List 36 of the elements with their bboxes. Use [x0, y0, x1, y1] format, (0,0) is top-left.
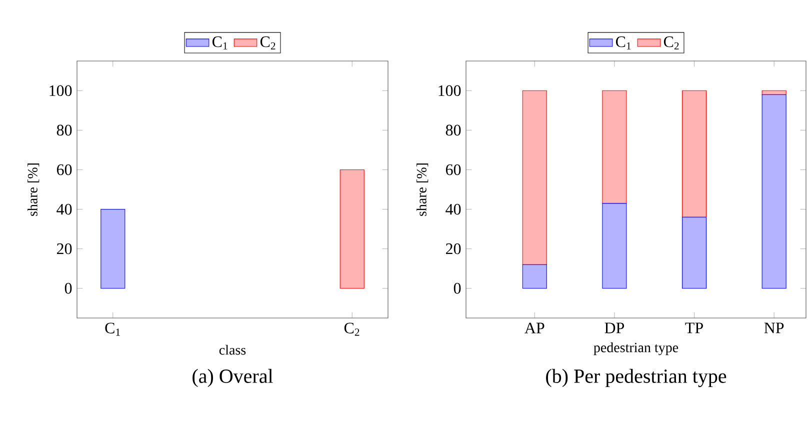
y-tick-label: 20: [446, 243, 461, 254]
bar: [522, 90, 547, 265]
bar: [762, 94, 786, 289]
text: (a) Overal: [192, 368, 273, 388]
x-axis-title: class: [219, 344, 246, 355]
y-tick-label: 40: [56, 204, 72, 215]
bar: [682, 216, 707, 289]
x-tick-label: TP: [685, 322, 703, 334]
y-tick-label: 20: [57, 243, 72, 254]
y-axis-title: share [%]: [416, 164, 428, 216]
bar: [682, 90, 707, 218]
x-tick-label: C$_{2}$: [344, 322, 360, 336]
legend-label: C$_{1}$: [212, 36, 228, 50]
y-tick-label: 100: [50, 85, 72, 96]
y-tick-label: 60: [446, 164, 461, 176]
bar: [602, 90, 627, 204]
x-tick-label: NP: [764, 322, 784, 334]
bar: [762, 90, 786, 95]
y-axis-title: share [%]: [28, 164, 40, 216]
y-tick-label: 0: [64, 282, 72, 294]
x-tick-label: AP: [524, 322, 544, 334]
legend-label: C$_{2}$: [664, 36, 679, 50]
y-tick-label: 80: [446, 124, 461, 136]
legend-label: C$_{2}$: [260, 36, 276, 50]
x-axis-title: pedestrian type: [594, 342, 678, 356]
y-tick-label: 60: [56, 164, 72, 176]
bar: [602, 203, 627, 289]
y-tick-label: 100: [438, 85, 461, 96]
text: (b) Per pedestrian type: [546, 368, 726, 388]
bar: [522, 264, 547, 289]
y-tick-label: 40: [446, 204, 461, 215]
y-tick-label: 80: [56, 124, 72, 136]
y-tick-label: 0: [454, 282, 461, 294]
legend-label: C$_{1}$: [616, 36, 631, 50]
x-tick-label: DP: [604, 322, 624, 334]
x-tick-label: C$_{1}$: [105, 322, 120, 336]
